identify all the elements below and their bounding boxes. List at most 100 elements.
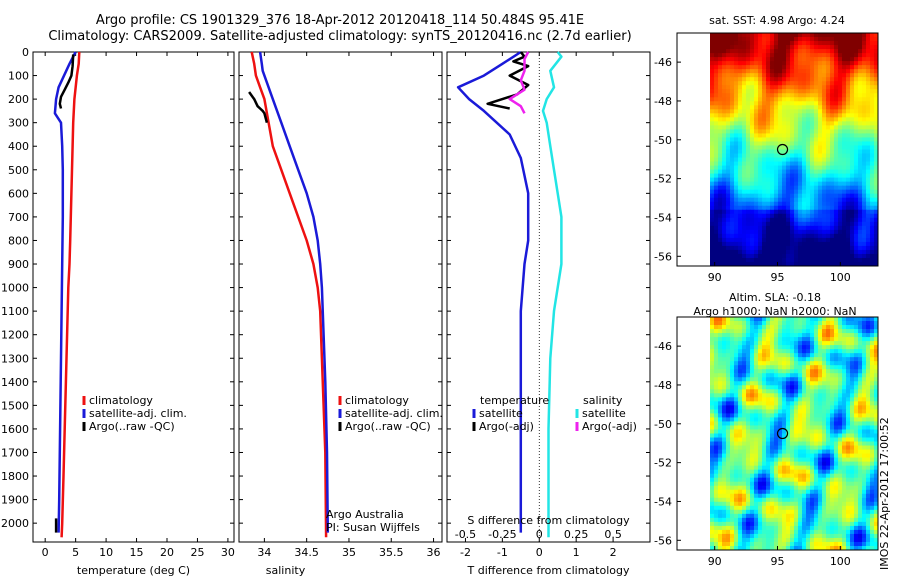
sst-cell: [734, 193, 739, 199]
sla-cell: [738, 393, 743, 398]
sst-cell: [782, 49, 787, 54]
sst-cell: [810, 229, 815, 235]
sst-cell: [778, 61, 783, 66]
sla-cell: [754, 349, 759, 354]
sla-cell: [722, 477, 727, 483]
sla-cell: [786, 373, 791, 378]
sst-cell: [730, 109, 735, 114]
sst-cell: [822, 137, 827, 143]
sst-cell: [754, 89, 759, 94]
sst-cell: [762, 225, 767, 231]
sla-cell: [858, 505, 863, 511]
sst-cell: [838, 209, 843, 215]
sla-cell: [742, 477, 747, 483]
sst-cell: [766, 205, 771, 211]
sla-cell: [766, 489, 771, 495]
sla-cell: [754, 465, 759, 471]
sla-cell: [874, 497, 878, 503]
sst-cell: [862, 193, 867, 199]
sla-cell: [790, 393, 795, 398]
sla-cell: [818, 505, 823, 511]
sst-cell: [718, 109, 723, 114]
sst-cell: [766, 33, 771, 38]
sst-cell: [714, 165, 719, 171]
sla-cell: [850, 465, 855, 471]
sst-cell: [790, 89, 795, 94]
sla-cell: [714, 333, 719, 338]
sla-cell: [802, 505, 807, 511]
sst-cell: [746, 221, 751, 227]
sst-cell: [870, 73, 875, 78]
sla-cell: [830, 317, 835, 322]
sst-cell: [714, 153, 719, 159]
sla-cell: [774, 413, 779, 419]
sst-cell: [838, 213, 843, 219]
sla-cell: [794, 505, 799, 511]
sla-cell: [786, 421, 791, 427]
sla-cell: [850, 469, 855, 475]
sst-cell: [826, 225, 831, 231]
sla-cell: [798, 485, 803, 491]
sla-cell: [762, 457, 767, 463]
sst-cell: [794, 241, 799, 247]
sst-cell: [810, 113, 815, 118]
sla-cell: [858, 341, 863, 346]
sla-cell: [818, 405, 823, 410]
sst-cell: [790, 193, 795, 199]
sst-cell: [810, 65, 815, 70]
sla-cell: [770, 433, 775, 439]
sst-cell: [866, 217, 871, 223]
sst-cell: [862, 221, 867, 227]
sla-cell: [810, 545, 815, 550]
sst-cell: [750, 221, 755, 227]
sst-cell: [870, 153, 875, 159]
sla-cell: [758, 457, 763, 463]
sla-cell: [714, 349, 719, 354]
sla-cell: [714, 533, 719, 539]
sst-cell: [802, 193, 807, 199]
sla-cell: [710, 513, 715, 519]
sst-cell: [818, 141, 823, 147]
sst-cell: [798, 137, 803, 143]
sla-cell: [850, 345, 855, 350]
sla-cell: [814, 449, 819, 455]
sla-cell: [854, 373, 859, 378]
sla-cell: [814, 497, 819, 503]
sla-cell: [734, 429, 739, 435]
sst-cell: [790, 77, 795, 82]
sst-cell: [726, 221, 731, 227]
sst-cell: [758, 69, 763, 74]
sst-cell: [826, 241, 831, 247]
sst-cell: [726, 117, 731, 122]
sla-cell: [814, 441, 819, 447]
sla-cell: [854, 421, 859, 427]
sst-cell: [834, 97, 839, 102]
sla-cell: [834, 529, 839, 535]
sla-cell: [762, 437, 767, 443]
sst-cell: [870, 249, 875, 255]
sla-cell: [854, 445, 859, 451]
sla-cell: [794, 397, 799, 402]
sst-cell: [746, 37, 751, 42]
sst-cell: [790, 201, 795, 207]
sla-cell: [754, 421, 759, 427]
sst-cell: [830, 241, 835, 247]
sla-cell: [766, 441, 771, 447]
sst-cell: [810, 81, 815, 86]
sst-cell: [846, 237, 851, 243]
sst-cell: [710, 229, 715, 235]
sla-cell: [798, 405, 803, 410]
sla-cell: [710, 485, 715, 491]
sla-cell: [778, 377, 783, 382]
sst-cell: [710, 45, 715, 50]
sla-cell: [810, 337, 815, 342]
sst-cell: [854, 157, 859, 163]
sla-cell: [726, 393, 731, 398]
sst-cell: [710, 149, 715, 155]
sst-cell: [778, 97, 783, 102]
sla-cell: [798, 417, 803, 423]
sst-cell: [826, 89, 831, 94]
sst-cell: [842, 61, 847, 66]
sla-cell: [858, 529, 863, 535]
sla-cell: [730, 509, 735, 515]
